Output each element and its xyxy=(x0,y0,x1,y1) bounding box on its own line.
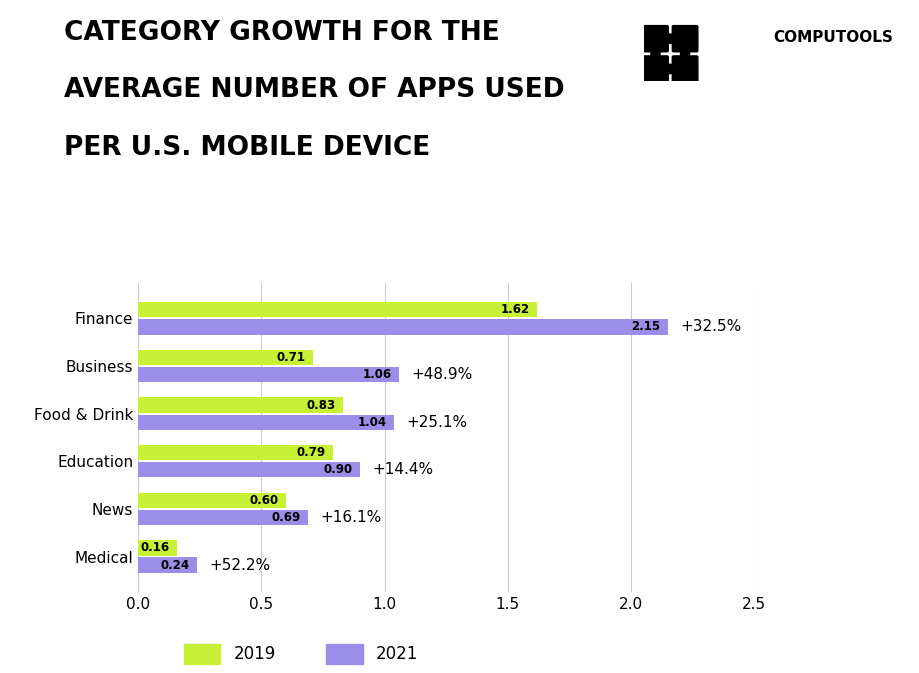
FancyBboxPatch shape xyxy=(671,55,698,83)
FancyBboxPatch shape xyxy=(641,55,668,83)
FancyBboxPatch shape xyxy=(671,25,698,52)
Text: 1.06: 1.06 xyxy=(362,368,391,381)
Text: 1.62: 1.62 xyxy=(500,304,529,316)
Text: 0.24: 0.24 xyxy=(161,559,189,571)
Circle shape xyxy=(651,49,660,59)
Text: +48.9%: +48.9% xyxy=(411,367,472,382)
Bar xyxy=(138,302,537,318)
Bar xyxy=(138,350,312,365)
Legend: 2019, 2021: 2019, 2021 xyxy=(177,637,425,670)
Text: 0.71: 0.71 xyxy=(277,351,305,364)
Text: 0.79: 0.79 xyxy=(296,446,325,459)
Bar xyxy=(138,540,177,556)
Text: 0.83: 0.83 xyxy=(306,398,335,412)
FancyBboxPatch shape xyxy=(641,25,668,52)
Text: +16.1%: +16.1% xyxy=(320,510,381,525)
Circle shape xyxy=(680,49,689,59)
Text: +32.5%: +32.5% xyxy=(680,320,741,334)
Text: 0.16: 0.16 xyxy=(141,542,170,555)
Text: 0.60: 0.60 xyxy=(249,494,278,507)
Bar xyxy=(138,415,394,430)
Bar xyxy=(138,445,333,460)
Text: AVERAGE NUMBER OF APPS USED: AVERAGE NUMBER OF APPS USED xyxy=(64,77,564,104)
Circle shape xyxy=(665,64,675,74)
Bar xyxy=(138,319,667,334)
Text: 0.69: 0.69 xyxy=(271,511,301,524)
Text: +25.1%: +25.1% xyxy=(406,415,468,429)
Text: 2.15: 2.15 xyxy=(631,320,660,333)
Text: +52.2%: +52.2% xyxy=(210,558,270,573)
Bar xyxy=(138,557,197,573)
Bar xyxy=(138,510,308,525)
Bar xyxy=(138,462,359,477)
Text: +14.4%: +14.4% xyxy=(372,462,433,477)
Bar xyxy=(138,367,399,382)
Text: 0.90: 0.90 xyxy=(323,463,352,476)
Text: PER U.S. MOBILE DEVICE: PER U.S. MOBILE DEVICE xyxy=(64,135,430,161)
Text: CATEGORY GROWTH FOR THE: CATEGORY GROWTH FOR THE xyxy=(64,20,500,46)
Bar xyxy=(138,398,342,413)
Circle shape xyxy=(665,34,675,43)
Text: COMPUTOOLS: COMPUTOOLS xyxy=(772,30,891,45)
Bar xyxy=(138,493,286,508)
Text: 1.04: 1.04 xyxy=(357,416,387,429)
